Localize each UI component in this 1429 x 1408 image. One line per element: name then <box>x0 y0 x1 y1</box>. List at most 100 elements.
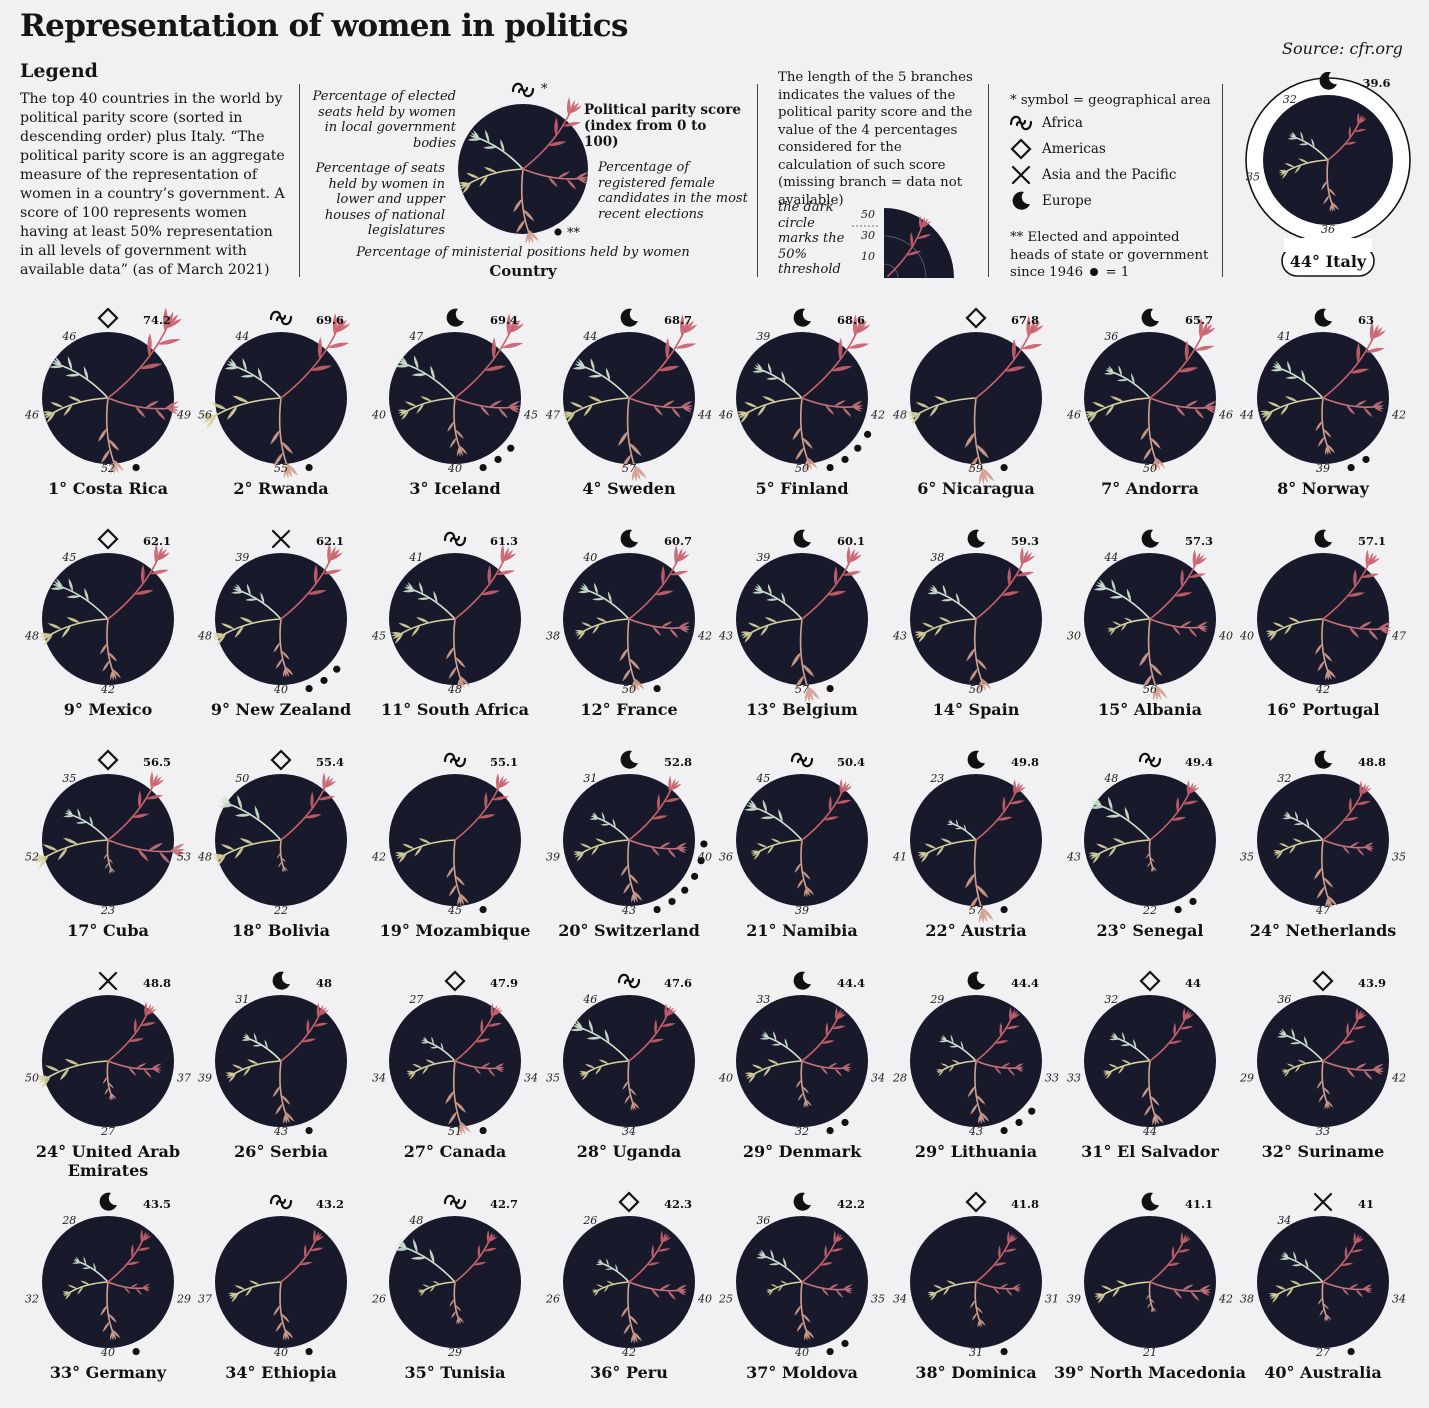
branch-local-tip <box>1286 811 1291 818</box>
africa-icon <box>1138 752 1162 768</box>
branch-legislature-leaf <box>911 412 922 425</box>
branch-local-leaf <box>767 362 772 375</box>
branch-candidates-tip <box>1364 1289 1373 1291</box>
branch-legislature-tip <box>1095 1294 1104 1300</box>
branch-parity-leaf <box>1176 796 1180 813</box>
legislature-value: 39 <box>546 851 560 864</box>
branch-parity-tip <box>837 1013 847 1020</box>
local-value: 23 <box>929 772 944 785</box>
branch-candidates-leaf <box>994 1066 1002 1075</box>
branch-parity-leaf <box>134 589 154 595</box>
country-branches <box>1084 318 1217 472</box>
branch-parity-leaf <box>654 1019 658 1035</box>
branch-ministerial-tip <box>1325 1315 1329 1322</box>
europe-icon <box>272 971 290 990</box>
country-branches <box>1093 549 1209 702</box>
branch-parity-leaf <box>1180 568 1184 588</box>
branch-ministerial-leaf <box>1328 187 1336 197</box>
branch-parity-tip <box>318 1009 329 1016</box>
branch-ministerial-leaf <box>1152 865 1157 872</box>
ministerial-value: 32 <box>795 1125 809 1138</box>
branch-local-leaf <box>590 358 595 372</box>
branch-ministerial <box>799 618 809 690</box>
local-value: 48 <box>408 1214 423 1227</box>
legend-length-note: The length of the 5 branches indicates t… <box>778 70 973 208</box>
branch-candidates-leaf <box>1348 1283 1359 1289</box>
branch-local-leaf <box>216 804 233 808</box>
candidates-value: 35 <box>871 1293 885 1306</box>
branch-parity-leaf <box>994 1040 1009 1044</box>
branch-local-tip <box>930 586 938 593</box>
legend-sample-chart <box>458 82 589 245</box>
branch-local-leaf <box>600 823 611 826</box>
branch-ministerial-leaf <box>805 1329 815 1339</box>
branch-parity-leaf <box>562 121 581 127</box>
branch-candidates-leaf <box>1363 842 1374 848</box>
branch-candidates-leaf <box>651 1288 660 1299</box>
branch-legislature-leaf <box>66 616 81 623</box>
legislature-value: 41 <box>892 851 907 864</box>
branch-ministerial-tip <box>631 892 634 903</box>
branch-local-tip <box>747 801 757 809</box>
branch-legislature-tip <box>1094 1293 1104 1296</box>
branch-parity-leaf <box>1179 1025 1194 1030</box>
branch-parity <box>280 559 331 620</box>
branch-local-tip <box>761 1035 769 1038</box>
branch-local-leaf <box>1287 137 1298 140</box>
country-label: 15° Albania <box>1098 700 1202 719</box>
branch-legislature-leaf <box>606 1280 615 1285</box>
branch-parity <box>107 327 168 399</box>
branch-legislature-tip <box>1266 631 1276 635</box>
europe-icon <box>1141 1192 1159 1211</box>
branch-candidates-leaf <box>1184 400 1198 408</box>
branch-legislature-leaf <box>1123 617 1133 622</box>
candidates-value: 42 <box>1218 1293 1233 1306</box>
branch-legislature-tip <box>1281 1070 1289 1073</box>
branch-candidates-leaf <box>653 405 663 416</box>
branch-local <box>755 807 803 841</box>
ministerial-value: 27 <box>1315 1346 1330 1359</box>
country-branches <box>36 1001 162 1101</box>
branch-parity-tip <box>1201 323 1213 337</box>
branch-parity <box>628 332 685 399</box>
branch-ministerial-tip <box>1325 897 1329 909</box>
branch-parity-tip <box>1372 330 1386 339</box>
branch-legislature-leaf <box>757 404 767 417</box>
branch-parity-tip <box>1361 782 1366 795</box>
branch-candidates-leaf <box>548 176 558 188</box>
branch-local-tip <box>50 362 62 366</box>
branch-parity-leaf <box>664 1003 668 1019</box>
legend-area-asia: Asia and the Pacific <box>1010 164 1176 186</box>
branch-legislature-leaf <box>422 1284 430 1288</box>
branch-ministerial-tip <box>460 677 465 689</box>
branch-local-tip <box>1113 1032 1118 1039</box>
ministerial-value: 55 <box>274 462 288 475</box>
branch-candidates-tip <box>1379 628 1392 632</box>
branch-legislature-leaf <box>483 167 498 173</box>
branch-local-tip <box>1273 363 1282 370</box>
branch-legislature-tip <box>937 1069 943 1074</box>
legislature-value: 48 <box>24 630 39 643</box>
branch-legislature-tip <box>39 634 52 638</box>
ministerial-value: 57 <box>795 683 809 696</box>
branch-ministerial <box>800 1281 808 1332</box>
branch-local <box>761 369 803 399</box>
branch-candidates-tip <box>496 1068 505 1070</box>
branch-ministerial-leaf <box>805 885 815 896</box>
branch-legislature-leaf <box>57 847 68 861</box>
branch-parity-tip <box>1201 321 1208 337</box>
branch-ministerial-tip <box>1324 445 1328 456</box>
branch-ministerial-leaf <box>446 866 455 879</box>
branch-ministerial-tip <box>457 677 461 690</box>
branch-local-leaf <box>419 581 424 595</box>
branch-ministerial <box>627 1060 634 1104</box>
branch-local-tip <box>1284 812 1291 818</box>
parity-value: 60.1 <box>837 534 865 548</box>
branch-ministerial-leaf <box>802 1313 811 1323</box>
branch-legislature <box>1098 839 1151 855</box>
branch-legislature-leaf <box>594 1289 600 1297</box>
branch-parity <box>1322 793 1363 841</box>
branch-parity <box>801 791 843 841</box>
